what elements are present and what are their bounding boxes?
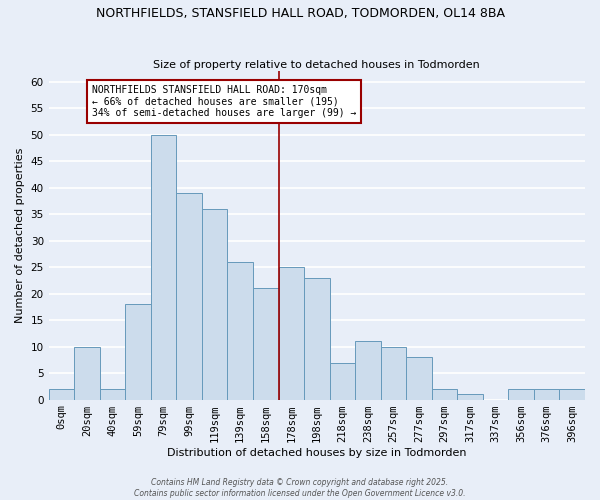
Bar <box>304 278 329 400</box>
Bar <box>74 346 100 400</box>
Bar <box>100 389 125 400</box>
Bar <box>253 288 278 400</box>
Bar <box>49 389 74 400</box>
Text: NORTHFIELDS STANSFIELD HALL ROAD: 170sqm
← 66% of detached houses are smaller (1: NORTHFIELDS STANSFIELD HALL ROAD: 170sqm… <box>92 84 356 117</box>
Bar <box>457 394 483 400</box>
Bar <box>278 267 304 400</box>
Bar <box>125 304 151 400</box>
Text: Contains HM Land Registry data © Crown copyright and database right 2025.
Contai: Contains HM Land Registry data © Crown c… <box>134 478 466 498</box>
Bar <box>355 342 380 400</box>
Bar <box>406 357 432 400</box>
X-axis label: Distribution of detached houses by size in Todmorden: Distribution of detached houses by size … <box>167 448 467 458</box>
Bar <box>202 209 227 400</box>
Bar <box>151 135 176 400</box>
Text: NORTHFIELDS, STANSFIELD HALL ROAD, TODMORDEN, OL14 8BA: NORTHFIELDS, STANSFIELD HALL ROAD, TODMO… <box>95 8 505 20</box>
Bar <box>176 193 202 400</box>
Bar <box>227 262 253 400</box>
Bar <box>329 362 355 400</box>
Y-axis label: Number of detached properties: Number of detached properties <box>15 148 25 323</box>
Bar <box>559 389 585 400</box>
Bar <box>432 389 457 400</box>
Bar <box>380 346 406 400</box>
Title: Size of property relative to detached houses in Todmorden: Size of property relative to detached ho… <box>154 60 480 70</box>
Bar <box>508 389 534 400</box>
Bar <box>534 389 559 400</box>
